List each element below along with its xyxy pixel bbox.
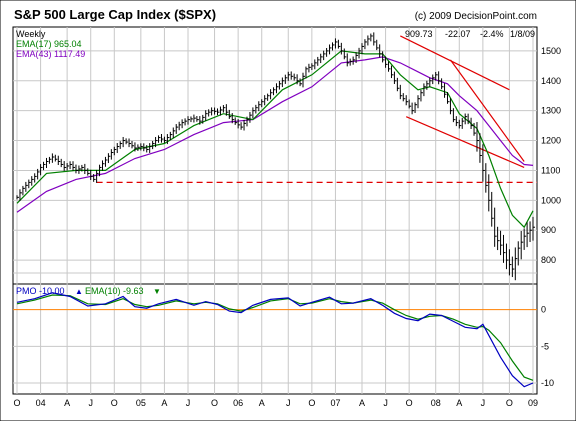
trendline <box>449 59 525 162</box>
quote-pct: -2.4% <box>480 29 504 39</box>
frequency-label: Weekly <box>16 29 46 39</box>
trendline <box>405 116 525 169</box>
legend-ema43: EMA(43) 1117.49 <box>16 49 85 59</box>
quote-date: 1/8/09 <box>510 29 535 39</box>
y-tick-label-pmo: -5 <box>541 341 549 351</box>
x-tick-label: 08 <box>431 398 441 408</box>
pmo-panel-bg <box>12 283 538 395</box>
legend-pmo-up-arrow: ▲ <box>75 287 83 296</box>
y-tick-label-price: 800 <box>541 255 556 265</box>
x-tick-label: J <box>286 398 291 408</box>
legend-pmo-ema: EMA(10) -9.63 <box>85 286 144 296</box>
y-tick-label-price: 1200 <box>541 136 561 146</box>
trendline <box>400 35 510 91</box>
x-tick-label: O <box>111 398 118 408</box>
x-tick-label: 09 <box>528 398 538 408</box>
x-tick-label: O <box>406 398 413 408</box>
y-tick-label-price: 1300 <box>541 106 561 116</box>
x-tick-label: J <box>383 398 388 408</box>
x-tick-label: A <box>259 398 265 408</box>
x-tick-label: A <box>456 398 462 408</box>
y-tick-label-pmo: -10 <box>541 378 554 388</box>
x-tick-label: A <box>359 398 365 408</box>
pmo-line <box>16 292 534 388</box>
y-tick-label-price: 1100 <box>541 165 560 175</box>
x-tick-label: O <box>13 398 20 408</box>
x-tick-label: J <box>88 398 93 408</box>
x-tick-label: 07 <box>330 398 340 408</box>
price-panel-bg <box>12 26 538 285</box>
x-tick-label: O <box>211 398 218 408</box>
x-tick-label: A <box>64 398 70 408</box>
chart-title: S&P 500 Large Cap Index ($SPX) <box>14 7 216 22</box>
quote-change: -22.07 <box>445 29 471 39</box>
x-tick-label: 04 <box>36 398 46 408</box>
series-layer <box>16 32 535 388</box>
axis-layer: O 04 A J O 05 A J O 06 A J O 07 A J O 08 A J O 09 800 900 1000 11… <box>13 46 561 408</box>
copyright-text: (c) 2009 DecisionPoint.com <box>415 11 537 22</box>
y-tick-label-price: 1500 <box>541 46 561 56</box>
quote-value: 909.73 <box>405 29 433 39</box>
legend-pmo: PMO -10.00 <box>16 286 65 296</box>
y-tick-label-price: 1400 <box>541 76 561 86</box>
y-tick-label-price: 1000 <box>541 195 561 205</box>
legend-ema17: EMA(17) 965.04 <box>16 39 82 49</box>
x-tick-label: A <box>161 398 167 408</box>
legend-ema-down-arrow: ▼ <box>153 287 161 296</box>
x-tick-label: O <box>308 398 315 408</box>
x-tick-label: 06 <box>233 398 243 408</box>
annotation-layer <box>96 35 537 183</box>
x-tick-label: J <box>481 398 486 408</box>
ema43-line <box>16 56 534 213</box>
x-tick-label: 05 <box>136 398 146 408</box>
y-tick-label-price: 900 <box>541 225 556 235</box>
y-tick-label-pmo: 0 <box>541 305 546 315</box>
x-tick-label: J <box>186 398 191 408</box>
x-tick-label: O <box>506 398 513 408</box>
